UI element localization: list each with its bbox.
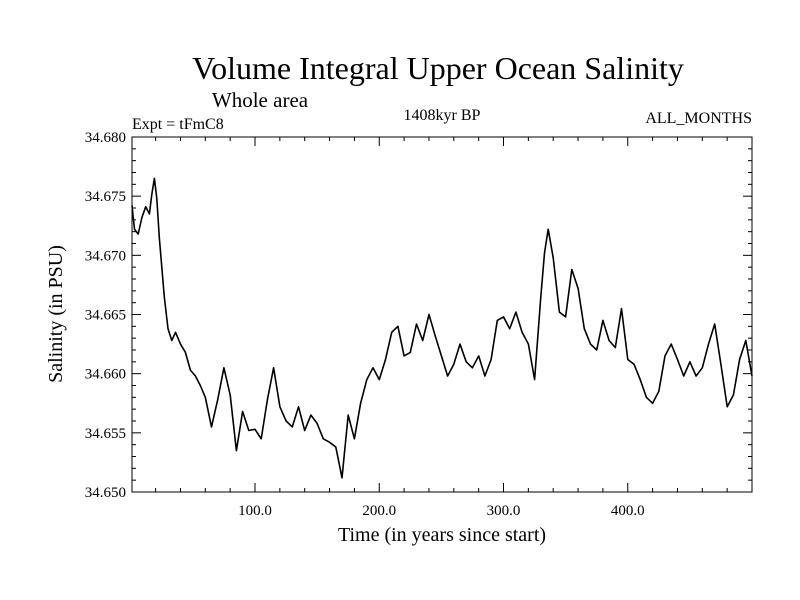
y-tick-label: 34.660 xyxy=(85,367,126,383)
salinity-series-line xyxy=(131,177,753,479)
chart-subtitle: Whole area xyxy=(212,88,309,112)
months-label: ALL_MONTHS xyxy=(645,110,752,127)
x-tick-label: 100.0 xyxy=(238,503,272,519)
y-tick-label: 34.670 xyxy=(85,248,126,264)
y-axis-label: Salinity (in PSU) xyxy=(45,245,67,383)
plot-frame xyxy=(131,136,753,493)
experiment-label: Expt = tFmC8 xyxy=(132,116,224,133)
x-axis-ticks: 100.0 200.0 300.0 400.0 xyxy=(155,137,728,519)
y-tick-label: 34.675 xyxy=(85,189,126,205)
y-tick-label: 34.655 xyxy=(85,426,126,442)
period-label: 1408kyr BP xyxy=(404,107,481,124)
y-tick-label: 34.665 xyxy=(85,308,126,324)
x-tick-label: 200.0 xyxy=(362,503,396,519)
x-axis-label: Time (in years since start) xyxy=(338,524,546,546)
y-axis-ticks: 34.650 34.655 34.660 34.665 34.670 34.675 34.6… xyxy=(85,130,752,501)
x-tick-label: 300.0 xyxy=(487,503,521,519)
chart-title: Volume Integral Upper Ocean Salinity xyxy=(192,50,684,86)
x-tick-label: 400.0 xyxy=(611,503,645,519)
y-tick-label: 34.680 xyxy=(85,130,126,146)
y-tick-label: 34.650 xyxy=(85,485,126,501)
